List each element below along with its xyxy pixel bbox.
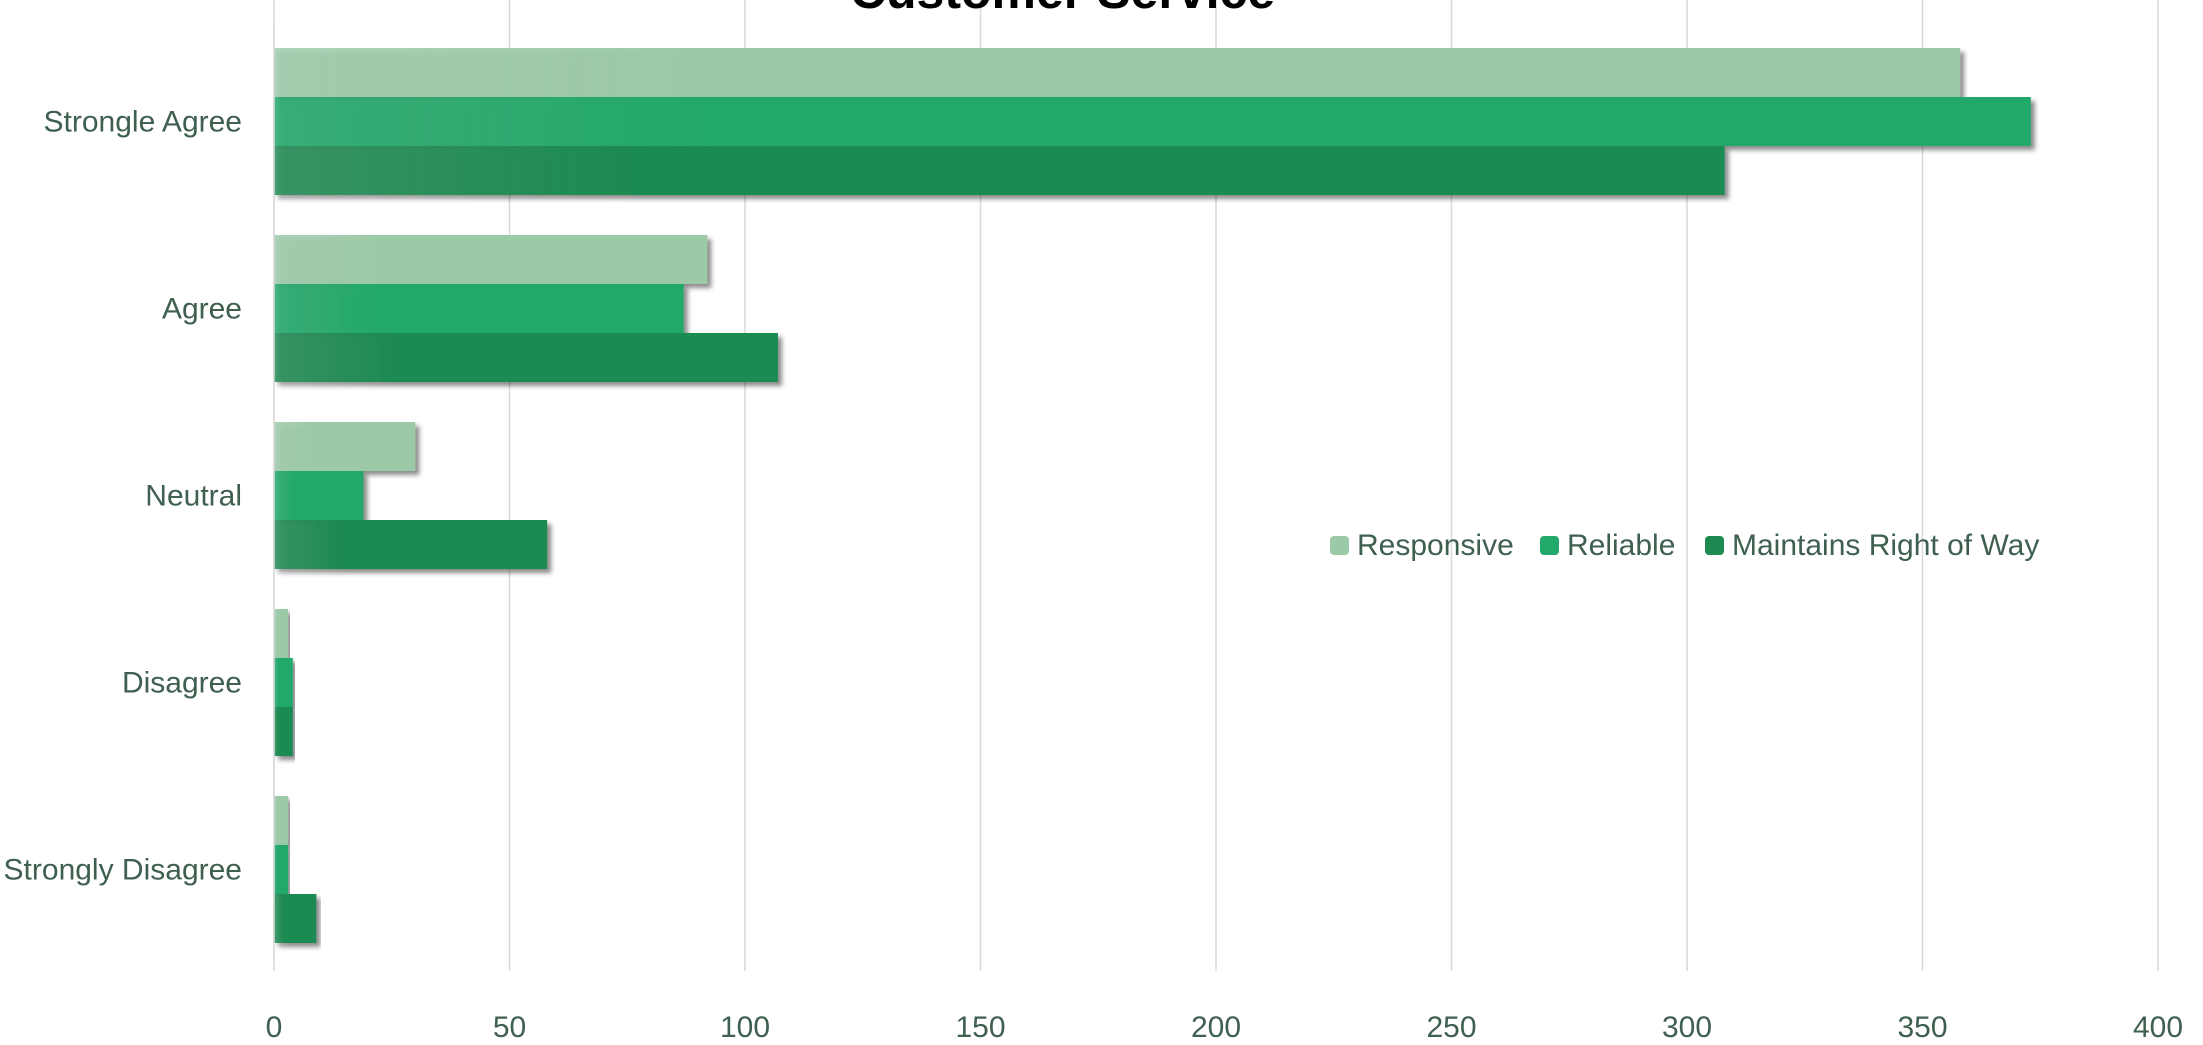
y-category-label: Strongle Agree (44, 106, 242, 139)
bar (274, 422, 416, 471)
x-tick-label: 100 (720, 1011, 770, 1040)
legend-swatch (1330, 536, 1349, 555)
bar (274, 48, 1961, 97)
y-category-label: Neutral (145, 480, 242, 513)
legend: Responsive Reliable Maintains Right of Way (1330, 529, 2039, 562)
bar (274, 471, 364, 520)
bar (274, 235, 708, 284)
legend-swatch (1540, 536, 1559, 555)
x-tick-label: 50 (493, 1011, 526, 1040)
legend-label: Maintains Right of Way (1732, 529, 2039, 562)
chart-title: Customer Service (0, 0, 2125, 20)
bar (274, 97, 2031, 146)
x-tick-label: 200 (1191, 1011, 1241, 1040)
bar (274, 796, 289, 845)
bar (274, 284, 684, 333)
y-category-label: Strongly Disagree (4, 854, 242, 887)
x-tick-label: 300 (1662, 1011, 1712, 1040)
legend-label: Responsive (1357, 529, 1514, 562)
x-tick-label: 400 (2133, 1011, 2183, 1040)
bar (274, 845, 289, 894)
bars (274, 48, 2031, 943)
legend-swatch (1705, 536, 1724, 555)
x-tick-label: 150 (955, 1011, 1005, 1040)
bar (274, 894, 317, 943)
x-tick-label: 350 (1897, 1011, 1947, 1040)
x-axis: 0 50 100 150 200 250 300 350 400 Strongle Agree Ag… (4, 106, 2183, 1045)
bar (274, 333, 778, 382)
legend-label: Reliable (1567, 529, 1675, 562)
x-tick-label: 250 (1426, 1011, 1476, 1040)
bar (274, 146, 1725, 195)
y-category-label: Agree (162, 293, 242, 326)
bar (274, 707, 293, 756)
bar (274, 609, 289, 658)
bar (274, 658, 293, 707)
bar (274, 520, 548, 569)
x-tick-label: 0 (266, 1011, 283, 1040)
y-category-label: Disagree (122, 667, 242, 700)
